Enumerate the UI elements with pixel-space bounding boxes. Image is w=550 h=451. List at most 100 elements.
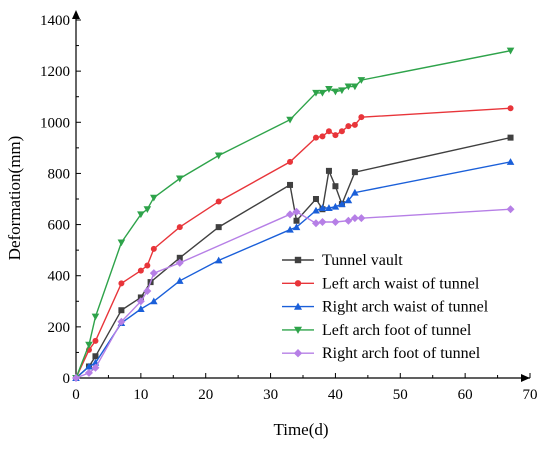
data-point <box>287 181 294 188</box>
x-tick-label: 10 <box>133 387 148 403</box>
data-point <box>293 217 300 224</box>
data-point <box>287 158 294 165</box>
data-point <box>319 133 326 140</box>
data-point <box>175 175 184 183</box>
data-point <box>137 305 145 312</box>
legend-item: Right arch waist of tunnel <box>282 299 489 316</box>
data-point <box>350 214 359 223</box>
data-point <box>331 202 340 210</box>
legend-label: Left arch waist of tunnel <box>322 275 480 292</box>
data-point <box>72 374 80 382</box>
data-point <box>175 258 184 267</box>
y-axis-title: Deformation(mm) <box>5 136 24 261</box>
x-axis-title: Time(d) <box>273 420 328 439</box>
data-point <box>351 121 358 128</box>
data-point <box>176 254 183 261</box>
legend-marker <box>294 326 302 334</box>
data-point <box>150 245 157 252</box>
data-point <box>312 206 320 214</box>
x-tick-label: 70 <box>523 387 538 403</box>
data-point <box>312 196 319 202</box>
data-point <box>144 262 151 269</box>
x-axis-arrow <box>521 374 530 382</box>
data-point <box>214 256 223 264</box>
data-point <box>338 200 346 208</box>
series-line <box>75 136 511 379</box>
data-point <box>344 196 353 204</box>
x-tick-label: 0 <box>72 387 80 403</box>
data-point <box>507 134 514 141</box>
data-point <box>351 83 359 91</box>
data-point <box>325 128 332 135</box>
data-point <box>175 277 184 284</box>
data-point <box>357 77 366 84</box>
data-point <box>338 128 345 135</box>
x-tick-label: 40 <box>328 387 343 403</box>
data-point <box>312 134 319 141</box>
series-group <box>72 205 515 382</box>
data-point <box>506 158 515 165</box>
y-axis-arrow <box>72 10 80 19</box>
series-group <box>73 105 514 381</box>
data-point <box>332 183 339 190</box>
data-point <box>325 204 333 211</box>
data-point <box>85 362 93 370</box>
x-tick-label: 20 <box>198 387 213 403</box>
data-point <box>344 216 353 225</box>
data-point <box>332 132 339 139</box>
y-tick-label: 200 <box>48 320 71 336</box>
data-point <box>118 280 125 287</box>
legend-marker <box>294 302 302 310</box>
data-point <box>118 307 125 314</box>
y-tick-label: 800 <box>48 166 71 182</box>
legend-label: Tunnel vault <box>322 252 403 269</box>
data-point <box>292 207 301 216</box>
data-point <box>345 123 352 130</box>
data-point <box>325 86 333 93</box>
legend-marker <box>294 280 302 287</box>
data-point <box>215 224 222 231</box>
legend-marker <box>293 349 303 358</box>
data-point <box>311 219 320 228</box>
data-point <box>143 206 152 214</box>
series-group <box>73 134 514 381</box>
legend-label: Left arch foot of tunnel <box>322 322 472 339</box>
data-point <box>506 47 515 55</box>
data-point <box>150 297 158 305</box>
data-point <box>506 205 515 214</box>
x-tick-label: 50 <box>393 387 408 403</box>
legend-label: Right arch waist of tunnel <box>322 299 489 316</box>
data-point <box>286 116 294 124</box>
x-tick-label: 30 <box>263 387 278 403</box>
data-point <box>137 211 145 219</box>
data-point <box>91 313 100 321</box>
data-point <box>286 210 295 219</box>
data-point <box>338 87 346 95</box>
y-tick-label: 1200 <box>40 64 70 80</box>
data-point <box>292 223 301 231</box>
data-point <box>325 167 332 174</box>
data-point <box>136 297 145 306</box>
data-point <box>91 363 100 372</box>
data-point <box>215 198 222 205</box>
y-tick-label: 1000 <box>40 115 70 131</box>
data-point <box>318 218 327 227</box>
legend: Tunnel vault Left arch waist of tunnel Rig… <box>282 252 489 362</box>
y-tick-label: 400 <box>48 269 71 285</box>
legend-marker <box>294 256 302 264</box>
data-point <box>150 194 158 202</box>
y-tick-label: 0 <box>63 371 71 387</box>
series-layer <box>72 47 515 382</box>
data-point <box>351 169 358 176</box>
legend-item: Left arch waist of tunnel <box>282 275 480 292</box>
data-point <box>214 152 223 160</box>
data-point <box>85 341 93 349</box>
data-point <box>331 88 340 96</box>
data-point <box>351 188 359 196</box>
y-tick-label: 600 <box>48 218 71 234</box>
data-point <box>357 214 366 223</box>
data-point <box>344 83 353 91</box>
data-point <box>318 204 327 211</box>
